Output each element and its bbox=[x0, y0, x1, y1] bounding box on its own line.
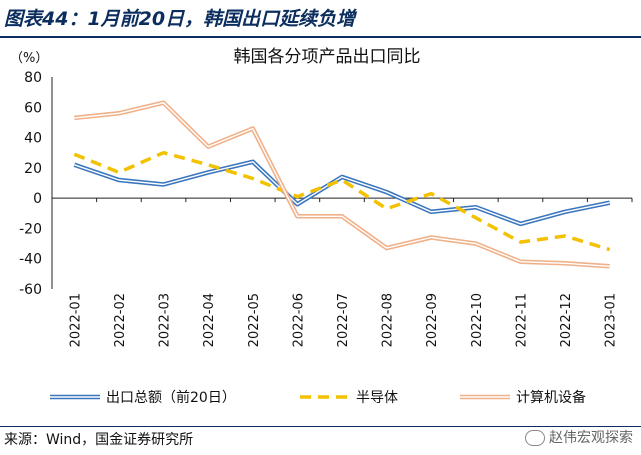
series-line-inner-0 bbox=[74, 161, 610, 225]
y-axis-unit: （%） bbox=[10, 51, 48, 66]
line-chart: 韩国各分项产品出口同比 （%） -60 -40 -20 0 20 40 60 80 2022-01 2… bbox=[10, 47, 633, 406]
watermark-text: 赵伟宏观探索 bbox=[549, 430, 633, 446]
x-tick-label: 2022-11 bbox=[514, 293, 529, 347]
header-divider bbox=[0, 36, 641, 38]
x-tick-label: 2022-12 bbox=[559, 293, 574, 347]
x-tick-label: 2022-08 bbox=[381, 293, 396, 347]
y-tick-label: 80 bbox=[24, 70, 42, 86]
figure-header: 图表44：1月前20日，韩国出口延续负增 bbox=[0, 0, 641, 40]
legend-label: 出口总额（前20日） bbox=[106, 389, 236, 406]
y-tick-label: 20 bbox=[24, 161, 42, 177]
x-tick-label: 2022-01 bbox=[68, 293, 83, 347]
x-tick-label: 2022-09 bbox=[425, 293, 440, 347]
x-tick-label: 2022-10 bbox=[470, 293, 485, 347]
y-tick-label: -40 bbox=[19, 252, 42, 268]
series-line-inner-2 bbox=[74, 101, 610, 267]
x-tick-label: 2022-03 bbox=[158, 293, 173, 347]
x-tick-label: 2022-05 bbox=[247, 293, 262, 347]
legend-label: 计算机设备 bbox=[516, 389, 586, 406]
watermark: 赵伟宏观探索 bbox=[525, 427, 633, 447]
chart-title: 韩国各分项产品出口同比 bbox=[234, 47, 421, 67]
footer-divider bbox=[0, 426, 641, 427]
wechat-icon bbox=[525, 430, 545, 446]
y-tick-label: 40 bbox=[24, 131, 42, 147]
x-tick-label: 2022-04 bbox=[202, 293, 217, 347]
series-line-semiconductor bbox=[73, 150, 611, 252]
x-tick-label: 2022-07 bbox=[336, 293, 351, 347]
y-tick-label: 0 bbox=[33, 191, 42, 207]
figure-title: 图表44：1月前20日，韩国出口延续负增 bbox=[4, 8, 356, 30]
y-tick-label: -20 bbox=[19, 221, 42, 237]
source-note: 来源：Wind，国金证券研究所 bbox=[4, 432, 194, 448]
y-tick-label: -60 bbox=[19, 282, 42, 298]
x-tick-label: 2022-02 bbox=[113, 293, 128, 347]
legend-label: 半导体 bbox=[356, 390, 398, 406]
y-tick-label: 60 bbox=[24, 100, 42, 116]
x-tick-label: 2022-06 bbox=[291, 293, 306, 347]
x-tick-label: 2023-01 bbox=[604, 293, 619, 347]
